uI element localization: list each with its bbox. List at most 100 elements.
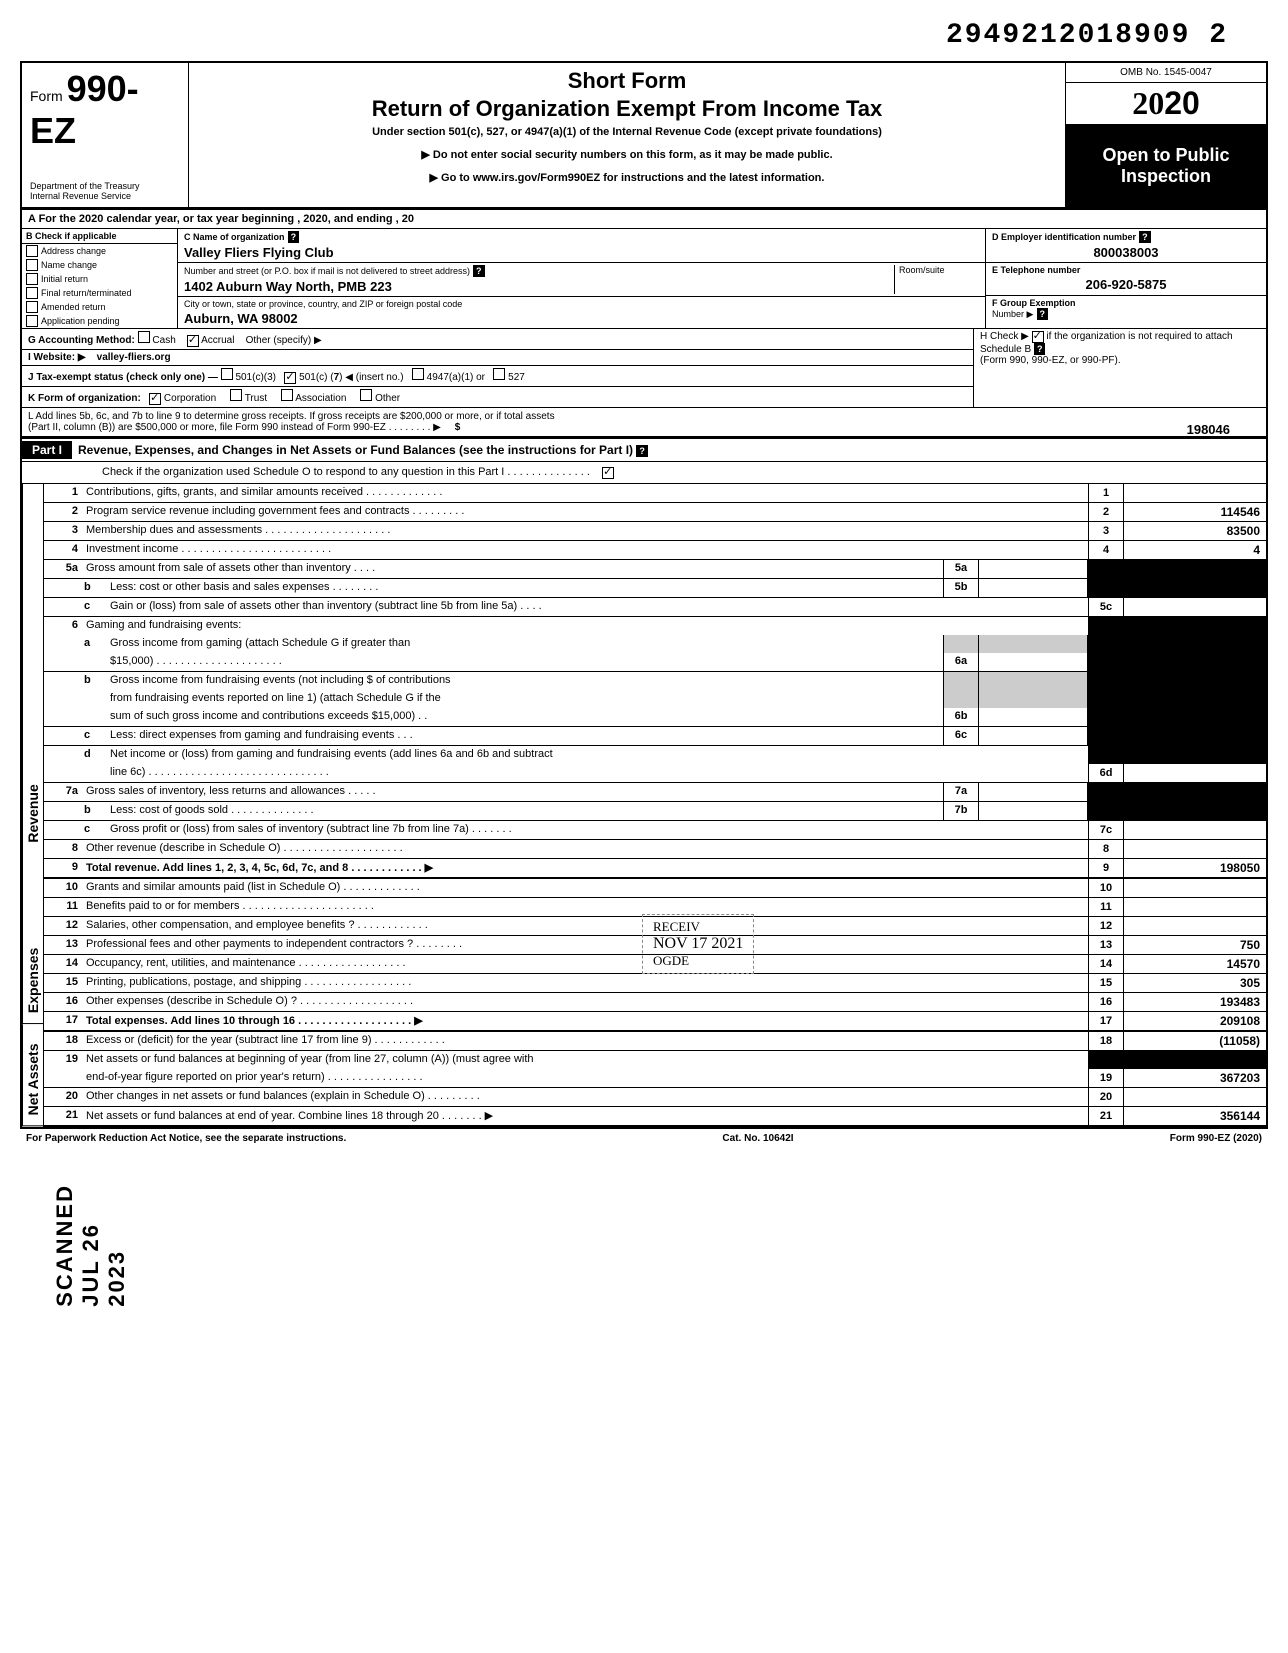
check-schedule-b-not-required[interactable] — [1032, 331, 1044, 343]
check-address-change[interactable] — [26, 245, 38, 257]
val-21: 356144 — [1124, 1107, 1266, 1125]
line-19: 19 Net assets or fund balances at beginn… — [44, 1051, 1266, 1069]
check-4947[interactable] — [412, 368, 424, 380]
title-box: Short Form Return of Organization Exempt… — [189, 63, 1066, 207]
org-name: Valley Fliers Flying Club — [184, 245, 979, 260]
line-6b-2: from fundraising events reported on line… — [44, 690, 1266, 708]
val-16: 193483 — [1124, 993, 1266, 1011]
part1-header: Part I Revenue, Expenses, and Changes in… — [20, 439, 1268, 462]
help-icon: ? — [1139, 231, 1151, 243]
received-stamp: RECEIV NOV 17 2021 OGDE — [642, 914, 754, 974]
phone: 206-920-5875 — [992, 277, 1260, 292]
line-a: A For the 2020 calendar year, or tax yea… — [20, 210, 1268, 229]
open-to-public: Open to Public Inspection — [1066, 125, 1266, 207]
check-corporation[interactable] — [149, 393, 161, 405]
check-schedule-o[interactable] — [602, 467, 614, 479]
line-6a: a Gross income from gaming (attach Sched… — [44, 635, 1266, 653]
help-icon: ? — [1034, 343, 1046, 355]
help-icon: ? — [473, 265, 485, 277]
line-l: L Add lines 5b, 6c, and 7b to line 9 to … — [20, 408, 1268, 439]
org-street: 1402 Auburn Way North, PMB 223 — [184, 279, 894, 294]
line-6b-3: sum of such gross income and contributio… — [44, 708, 1266, 727]
footer-left: For Paperwork Reduction Act Notice, see … — [26, 1133, 346, 1144]
page-code: 2949212018909 2 — [20, 20, 1268, 51]
section-b-title: B Check if applicable — [22, 229, 177, 244]
part1-label: Part I — [22, 441, 72, 459]
line-7c: c Gross profit or (loss) from sales of i… — [44, 821, 1266, 840]
line-18: 18 Excess or (deficit) for the year (sub… — [44, 1032, 1266, 1051]
line-7b: b Less: cost of goods sold . . . . . . .… — [44, 802, 1266, 821]
netassets-label: Net Assets — [22, 1024, 43, 1126]
check-application-pending[interactable] — [26, 315, 38, 327]
part1-check-row: Check if the organization used Schedule … — [20, 462, 1268, 484]
line-3: 3 Membership dues and assessments . . . … — [44, 522, 1266, 541]
form-header: Form 990-EZ Department of the Treasury I… — [20, 61, 1268, 210]
room-suite-label: Room/suite — [899, 265, 979, 275]
ein: 800038003 — [992, 245, 1260, 260]
val-3: 83500 — [1124, 522, 1266, 540]
title-main: Return of Organization Exempt From Incom… — [199, 96, 1055, 122]
line-4: 4 Investment income . . . . . . . . . . … — [44, 541, 1266, 560]
form-number-box: Form 990-EZ Department of the Treasury I… — [22, 63, 189, 207]
check-accrual[interactable] — [187, 335, 199, 347]
line-1: 1 Contributions, gifts, grants, and simi… — [44, 484, 1266, 503]
check-name-change[interactable] — [26, 259, 38, 271]
section-c: C Name of organization ? Valley Fliers F… — [178, 229, 985, 328]
dept-irs: Internal Revenue Service — [30, 192, 180, 202]
section-b: B Check if applicable Address change Nam… — [22, 229, 178, 328]
check-final-return[interactable] — [26, 287, 38, 299]
check-association[interactable] — [281, 389, 293, 401]
form-number: 990-EZ — [30, 68, 139, 151]
revenue-label: Revenue — [22, 484, 43, 853]
val-19: 367203 — [1124, 1069, 1266, 1087]
title-note1: ▶ Do not enter social security numbers o… — [199, 148, 1055, 161]
line-17: 17 Total expenses. Add lines 10 through … — [44, 1012, 1266, 1032]
line-21: 21 Net assets or fund balances at end of… — [44, 1107, 1266, 1127]
line-6a-2: $15,000) . . . . . . . . . . . . . . . .… — [44, 653, 1266, 672]
line-7a: 7a Gross sales of inventory, less return… — [44, 783, 1266, 802]
check-527[interactable] — [493, 368, 505, 380]
check-amended-return[interactable] — [26, 301, 38, 313]
val-13: 750 — [1124, 936, 1266, 954]
gross-receipts: 198046 — [1187, 422, 1230, 437]
line-20: 20 Other changes in net assets or fund b… — [44, 1088, 1266, 1107]
line-6d-2: line 6c) . . . . . . . . . . . . . . . .… — [44, 764, 1266, 783]
check-initial-return[interactable] — [26, 273, 38, 285]
line-9: 9 Total revenue. Add lines 1, 2, 3, 4, 5… — [44, 859, 1266, 879]
expenses-label: Expenses — [22, 852, 43, 1024]
line-5b: b Less: cost or other basis and sales ex… — [44, 579, 1266, 598]
line-6d: d Net income or (loss) from gaming and f… — [44, 746, 1266, 764]
help-icon: ? — [1037, 308, 1049, 320]
line-5a: 5a Gross amount from sale of assets othe… — [44, 560, 1266, 579]
omb-number: OMB No. 1545-0047 — [1066, 63, 1266, 83]
val-4: 4 — [1124, 541, 1266, 559]
tax-year: 2020 — [1066, 83, 1266, 125]
title-note2: ▶ Go to www.irs.gov/Form990EZ for instru… — [199, 171, 1055, 184]
val-14: 14570 — [1124, 955, 1266, 973]
title-short: Short Form — [199, 68, 1055, 94]
val-15: 305 — [1124, 974, 1266, 992]
line-6c: c Less: direct expenses from gaming and … — [44, 727, 1266, 746]
help-icon: ? — [288, 231, 300, 243]
check-cash[interactable] — [138, 331, 150, 343]
val-18: (11058) — [1124, 1032, 1266, 1050]
check-501c[interactable] — [284, 372, 296, 384]
line-6b: b Gross income from fundraising events (… — [44, 672, 1266, 690]
val-9: 198050 — [1124, 859, 1266, 877]
check-501c3[interactable] — [221, 368, 233, 380]
line-15: 15 Printing, publications, postage, and … — [44, 974, 1266, 993]
org-city: Auburn, WA 98002 — [184, 311, 979, 326]
right-box: OMB No. 1545-0047 2020 Open to Public In… — [1066, 63, 1266, 207]
check-other-org[interactable] — [360, 389, 372, 401]
line-10: 10 Grants and similar amounts paid (list… — [44, 879, 1266, 898]
line-6: 6 Gaming and fundraising events: — [44, 617, 1266, 635]
form-prefix: Form — [30, 88, 63, 104]
footer-right: Form 990-EZ (2020) — [1170, 1133, 1262, 1144]
bcdef-block: B Check if applicable Address change Nam… — [20, 229, 1268, 329]
check-trust[interactable] — [230, 389, 242, 401]
line-8: 8 Other revenue (describe in Schedule O)… — [44, 840, 1266, 859]
line-16: 16 Other expenses (describe in Schedule … — [44, 993, 1266, 1012]
footer-mid: Cat. No. 10642I — [722, 1133, 793, 1144]
line-19-2: end-of-year figure reported on prior yea… — [44, 1069, 1266, 1088]
line-2: 2 Program service revenue including gove… — [44, 503, 1266, 522]
